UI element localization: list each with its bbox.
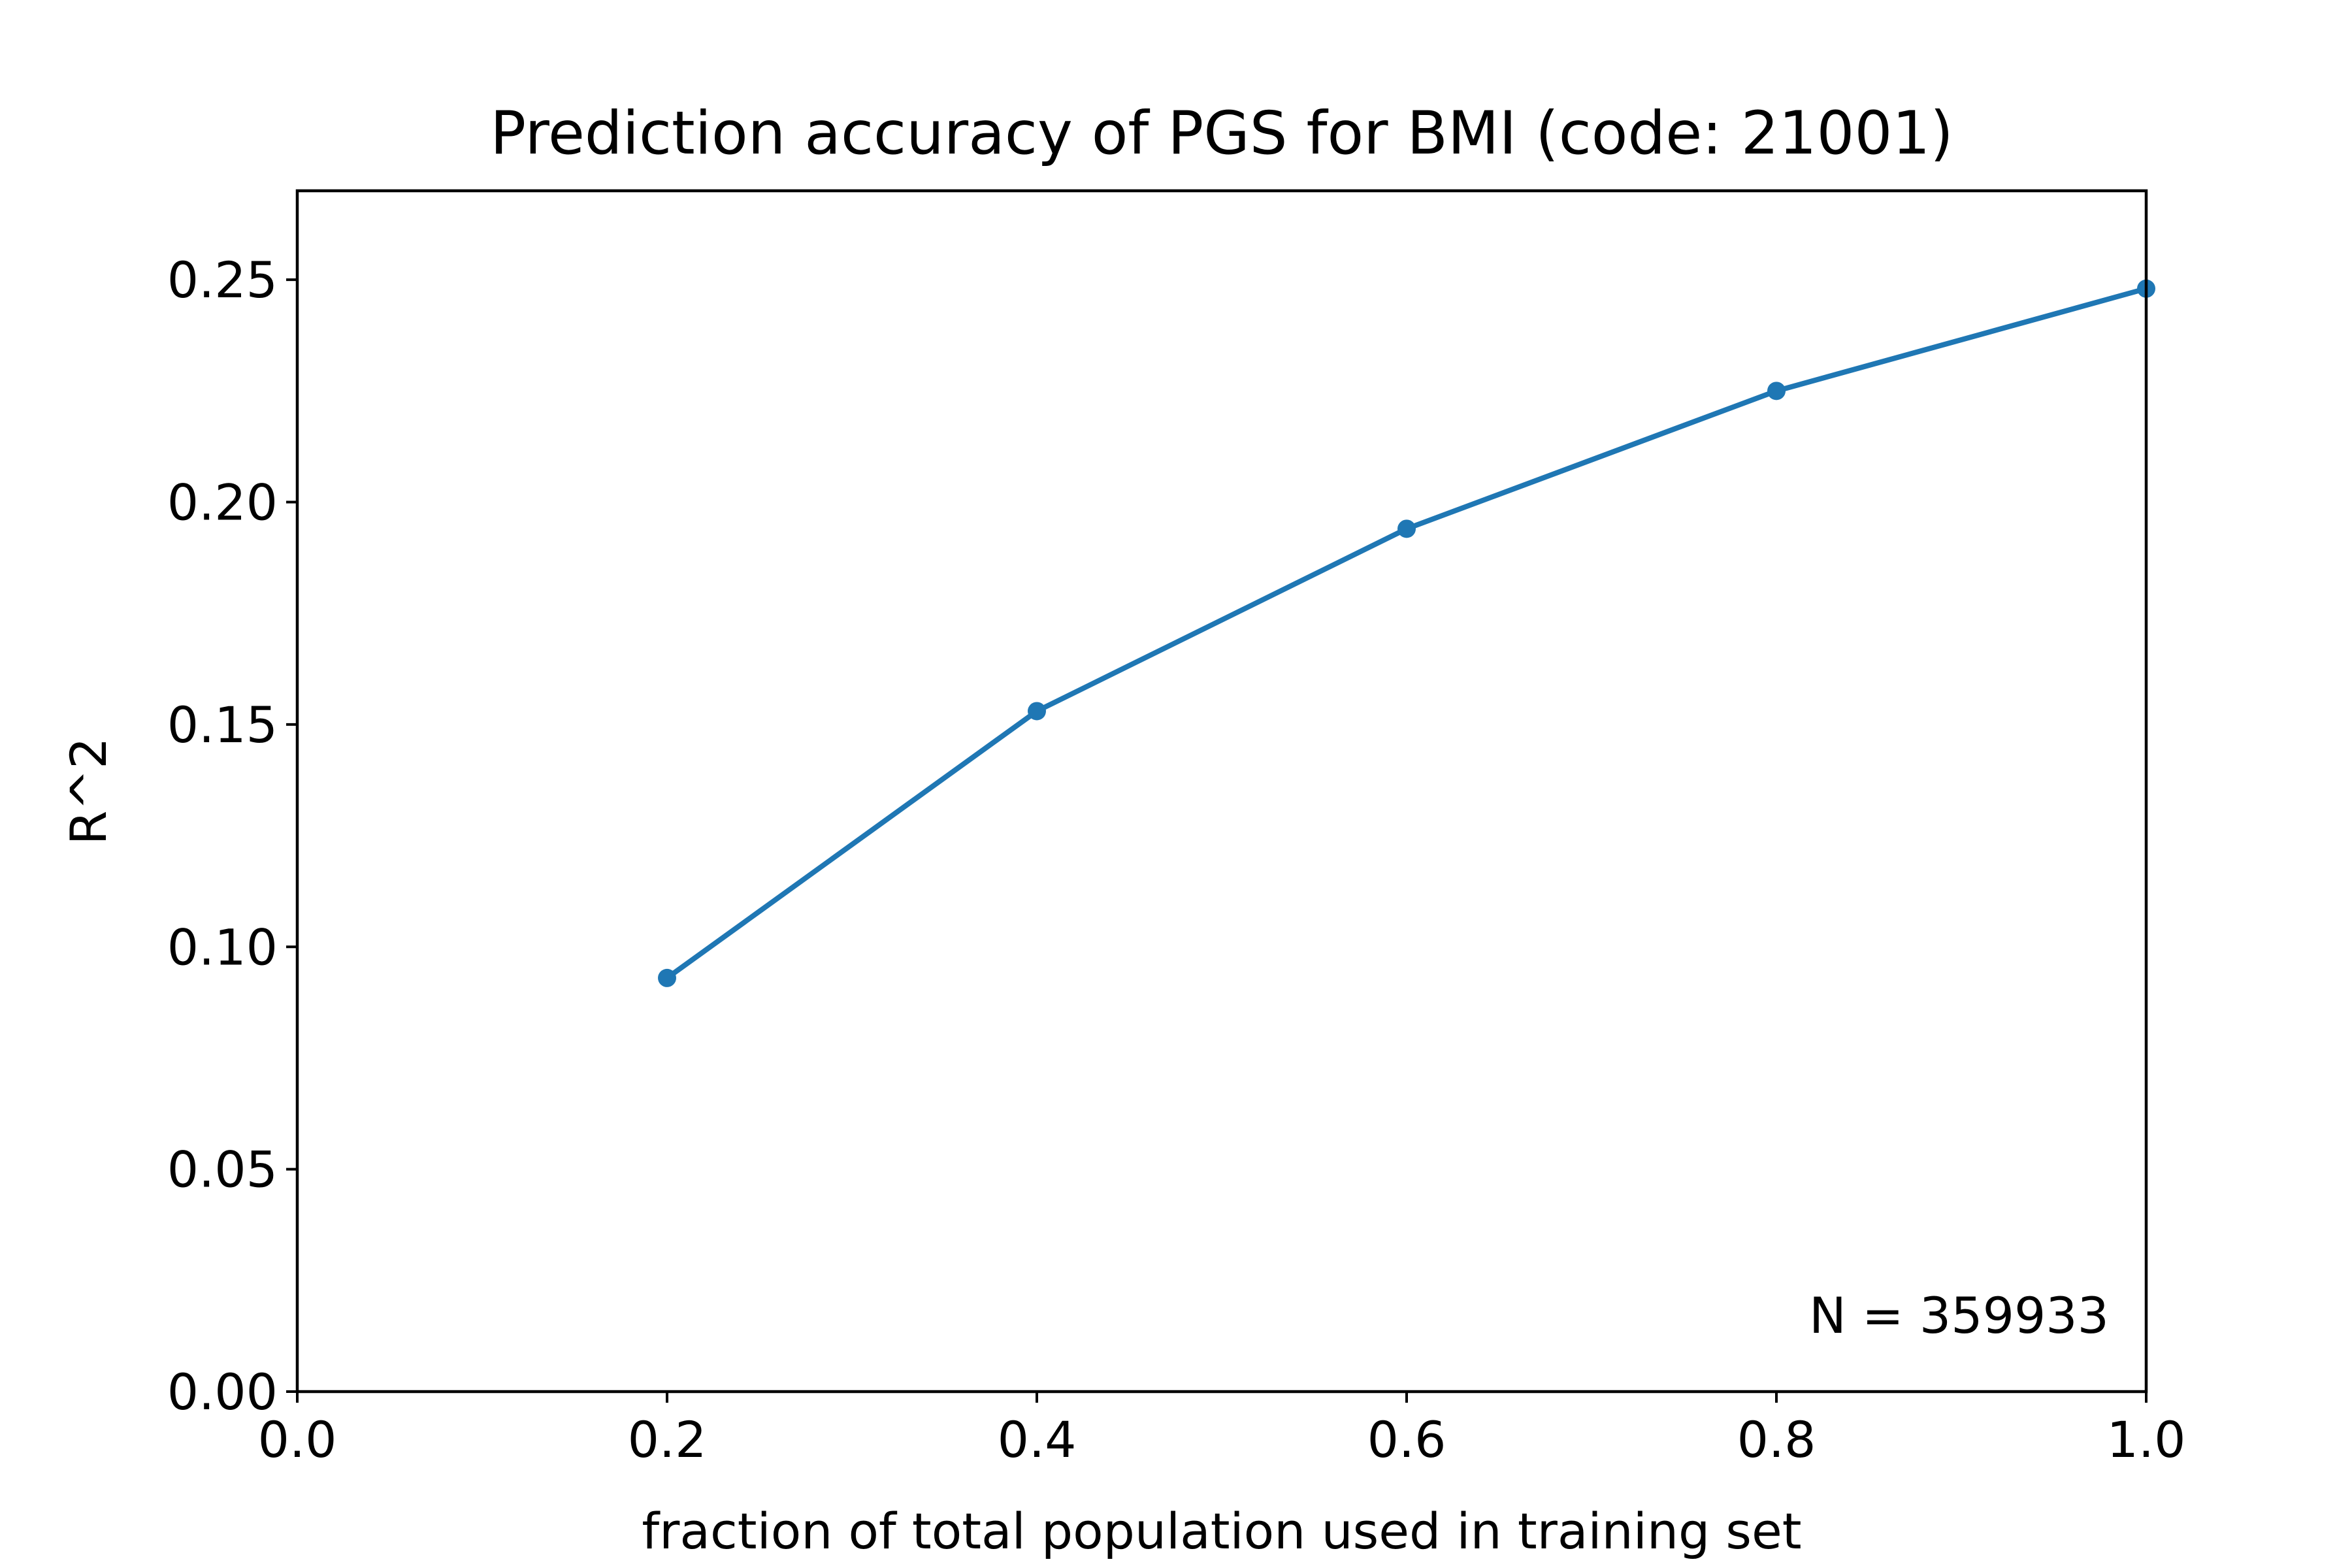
- data-point: [1397, 519, 1416, 538]
- x-axis-label: fraction of total population used in tra…: [642, 1502, 1801, 1560]
- data-point: [1028, 702, 1046, 721]
- x-axis-ticks: 0.0 0.2 0.4 0.6 0.8 1.0: [258, 1392, 2186, 1469]
- y-axis-label: R^2: [59, 738, 118, 845]
- plot-area: [295, 189, 2155, 1394]
- y-tick-label: 0.20: [167, 474, 278, 532]
- y-tick-label: 0.25: [167, 251, 278, 309]
- x-tick-label: 1.0: [2107, 1411, 2186, 1469]
- axes-frame: [295, 189, 2148, 1394]
- series-layer: [658, 279, 2155, 987]
- x-tick-label: 0.2: [628, 1411, 707, 1469]
- y-tick-label: 0.05: [167, 1141, 278, 1199]
- sample-size-annotation: N = 359933: [1809, 1286, 2109, 1345]
- y-axis-ticks: 0.00 0.05 0.10 0.15 0.20 0.25: [167, 251, 297, 1421]
- data-point: [1767, 382, 1786, 400]
- chart-title: Prediction accuracy of PGS for BMI (code…: [490, 99, 1953, 168]
- y-tick-label: 0.00: [167, 1363, 278, 1421]
- x-tick-label: 0.4: [998, 1411, 1077, 1469]
- x-tick-label: 0.8: [1737, 1411, 1816, 1469]
- y-tick-label: 0.15: [167, 696, 278, 754]
- data-point: [658, 968, 676, 987]
- x-tick-label: 0.0: [258, 1411, 337, 1469]
- y-tick-label: 0.10: [167, 918, 278, 976]
- x-tick-label: 0.6: [1367, 1411, 1446, 1469]
